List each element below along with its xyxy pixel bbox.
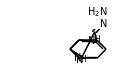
Text: H: H (80, 55, 86, 64)
Text: H: H (95, 35, 101, 44)
Text: N: N (76, 55, 84, 65)
Text: H$_2$N: H$_2$N (87, 5, 108, 19)
Text: N: N (88, 36, 96, 46)
Text: N: N (74, 53, 81, 63)
Text: N: N (100, 19, 107, 29)
